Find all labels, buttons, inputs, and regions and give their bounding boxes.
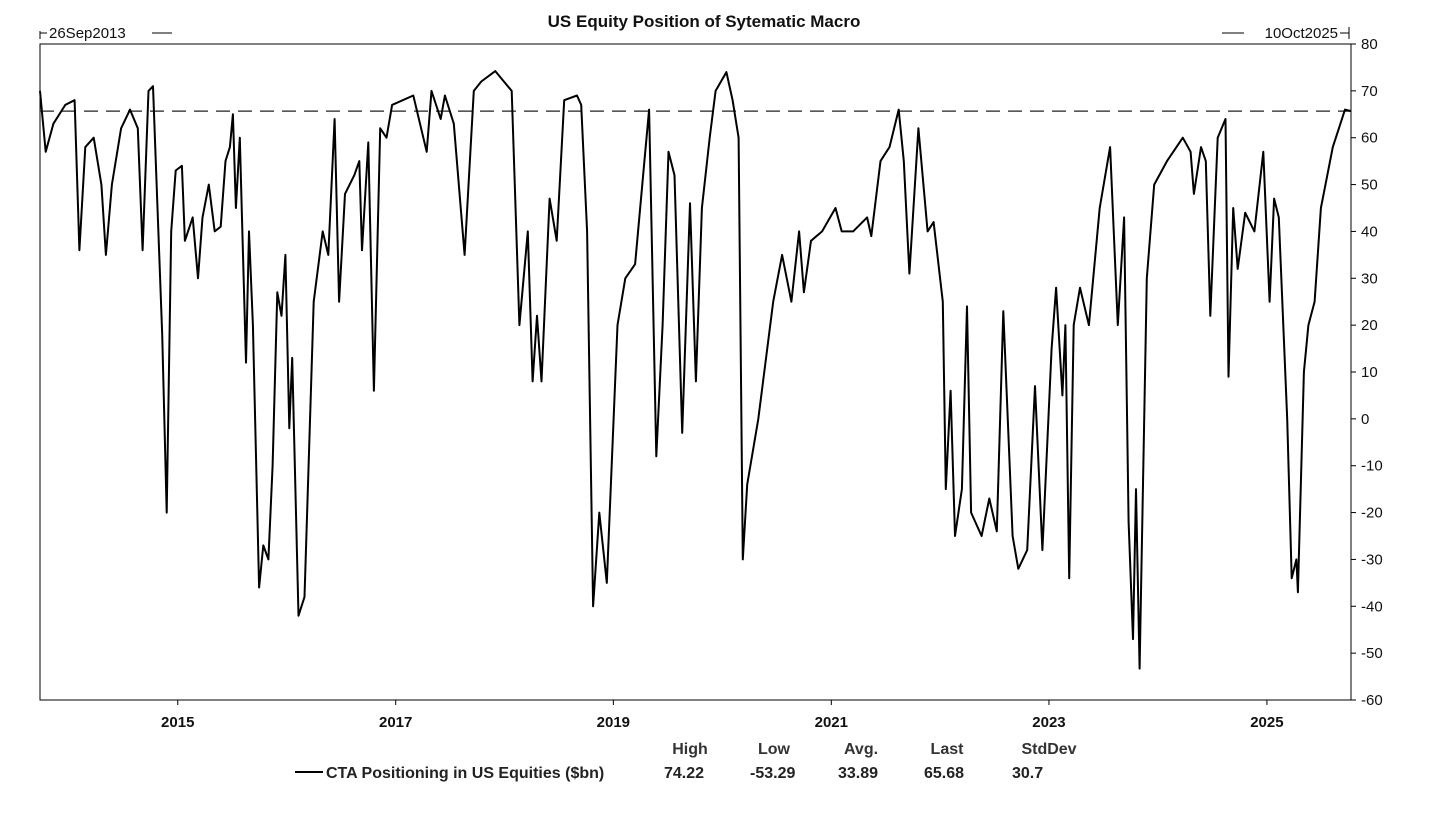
y-tick-label: -30 — [1361, 551, 1383, 568]
y-tick-label: 40 — [1361, 223, 1378, 240]
legend-series-label: CTA Positioning in US Equities ($bn) — [326, 765, 604, 782]
stat-header-last: Last — [931, 741, 965, 758]
y-tick-label: 10 — [1361, 364, 1378, 381]
stat-value-high: 74.22 — [664, 765, 704, 782]
x-tick-label: 2025 — [1250, 714, 1283, 731]
x-tick-label: 2021 — [815, 714, 848, 731]
stat-header-stddev: StdDev — [1021, 741, 1076, 758]
y-tick-label: -20 — [1361, 505, 1383, 522]
end-date-label: 10Oct2025 — [1265, 25, 1338, 42]
x-tick-label: 2015 — [161, 714, 194, 731]
y-tick-label: 70 — [1361, 83, 1378, 100]
y-tick-label: 80 — [1361, 36, 1378, 53]
stat-value-last: 65.68 — [924, 765, 964, 782]
stat-header-high: High — [672, 741, 708, 758]
y-tick-label: 0 — [1361, 411, 1369, 428]
x-tick-label: 2017 — [379, 714, 412, 731]
y-tick-label: 60 — [1361, 130, 1378, 147]
stat-header-avg: Avg. — [844, 741, 878, 758]
y-tick-label: -10 — [1361, 458, 1383, 475]
stats-block: High Low Avg. Last StdDev CTA Positionin… — [295, 741, 1077, 782]
y-axis: 80 70 60 50 40 30 20 10 0 -10 -20 -30 -40 -50 -60 — [1351, 36, 1383, 709]
stat-value-low: -53.29 — [750, 765, 795, 782]
x-tick-label: 2023 — [1032, 714, 1065, 731]
start-date-label: 26Sep2013 — [49, 25, 126, 42]
x-axis: 2015 2017 2019 2021 2023 2025 — [161, 700, 1284, 731]
stat-value-stddev: 30.7 — [1012, 765, 1043, 782]
chart-title: US Equity Position of Sytematic Macro — [548, 12, 861, 31]
stat-header-low: Low — [758, 741, 791, 758]
x-tick-label: 2019 — [597, 714, 630, 731]
y-tick-label: -50 — [1361, 645, 1383, 662]
stat-value-avg: 33.89 — [838, 765, 878, 782]
series-line-0 — [39, 70, 1352, 670]
y-tick-label: -60 — [1361, 692, 1383, 709]
date-range-markers: 26Sep2013 10Oct2025 — [39, 25, 1350, 42]
y-tick-label: -40 — [1361, 598, 1383, 615]
y-tick-label: 50 — [1361, 177, 1378, 194]
y-tick-label: 30 — [1361, 270, 1378, 287]
series-layer — [39, 70, 1352, 670]
y-tick-label: 20 — [1361, 317, 1378, 334]
